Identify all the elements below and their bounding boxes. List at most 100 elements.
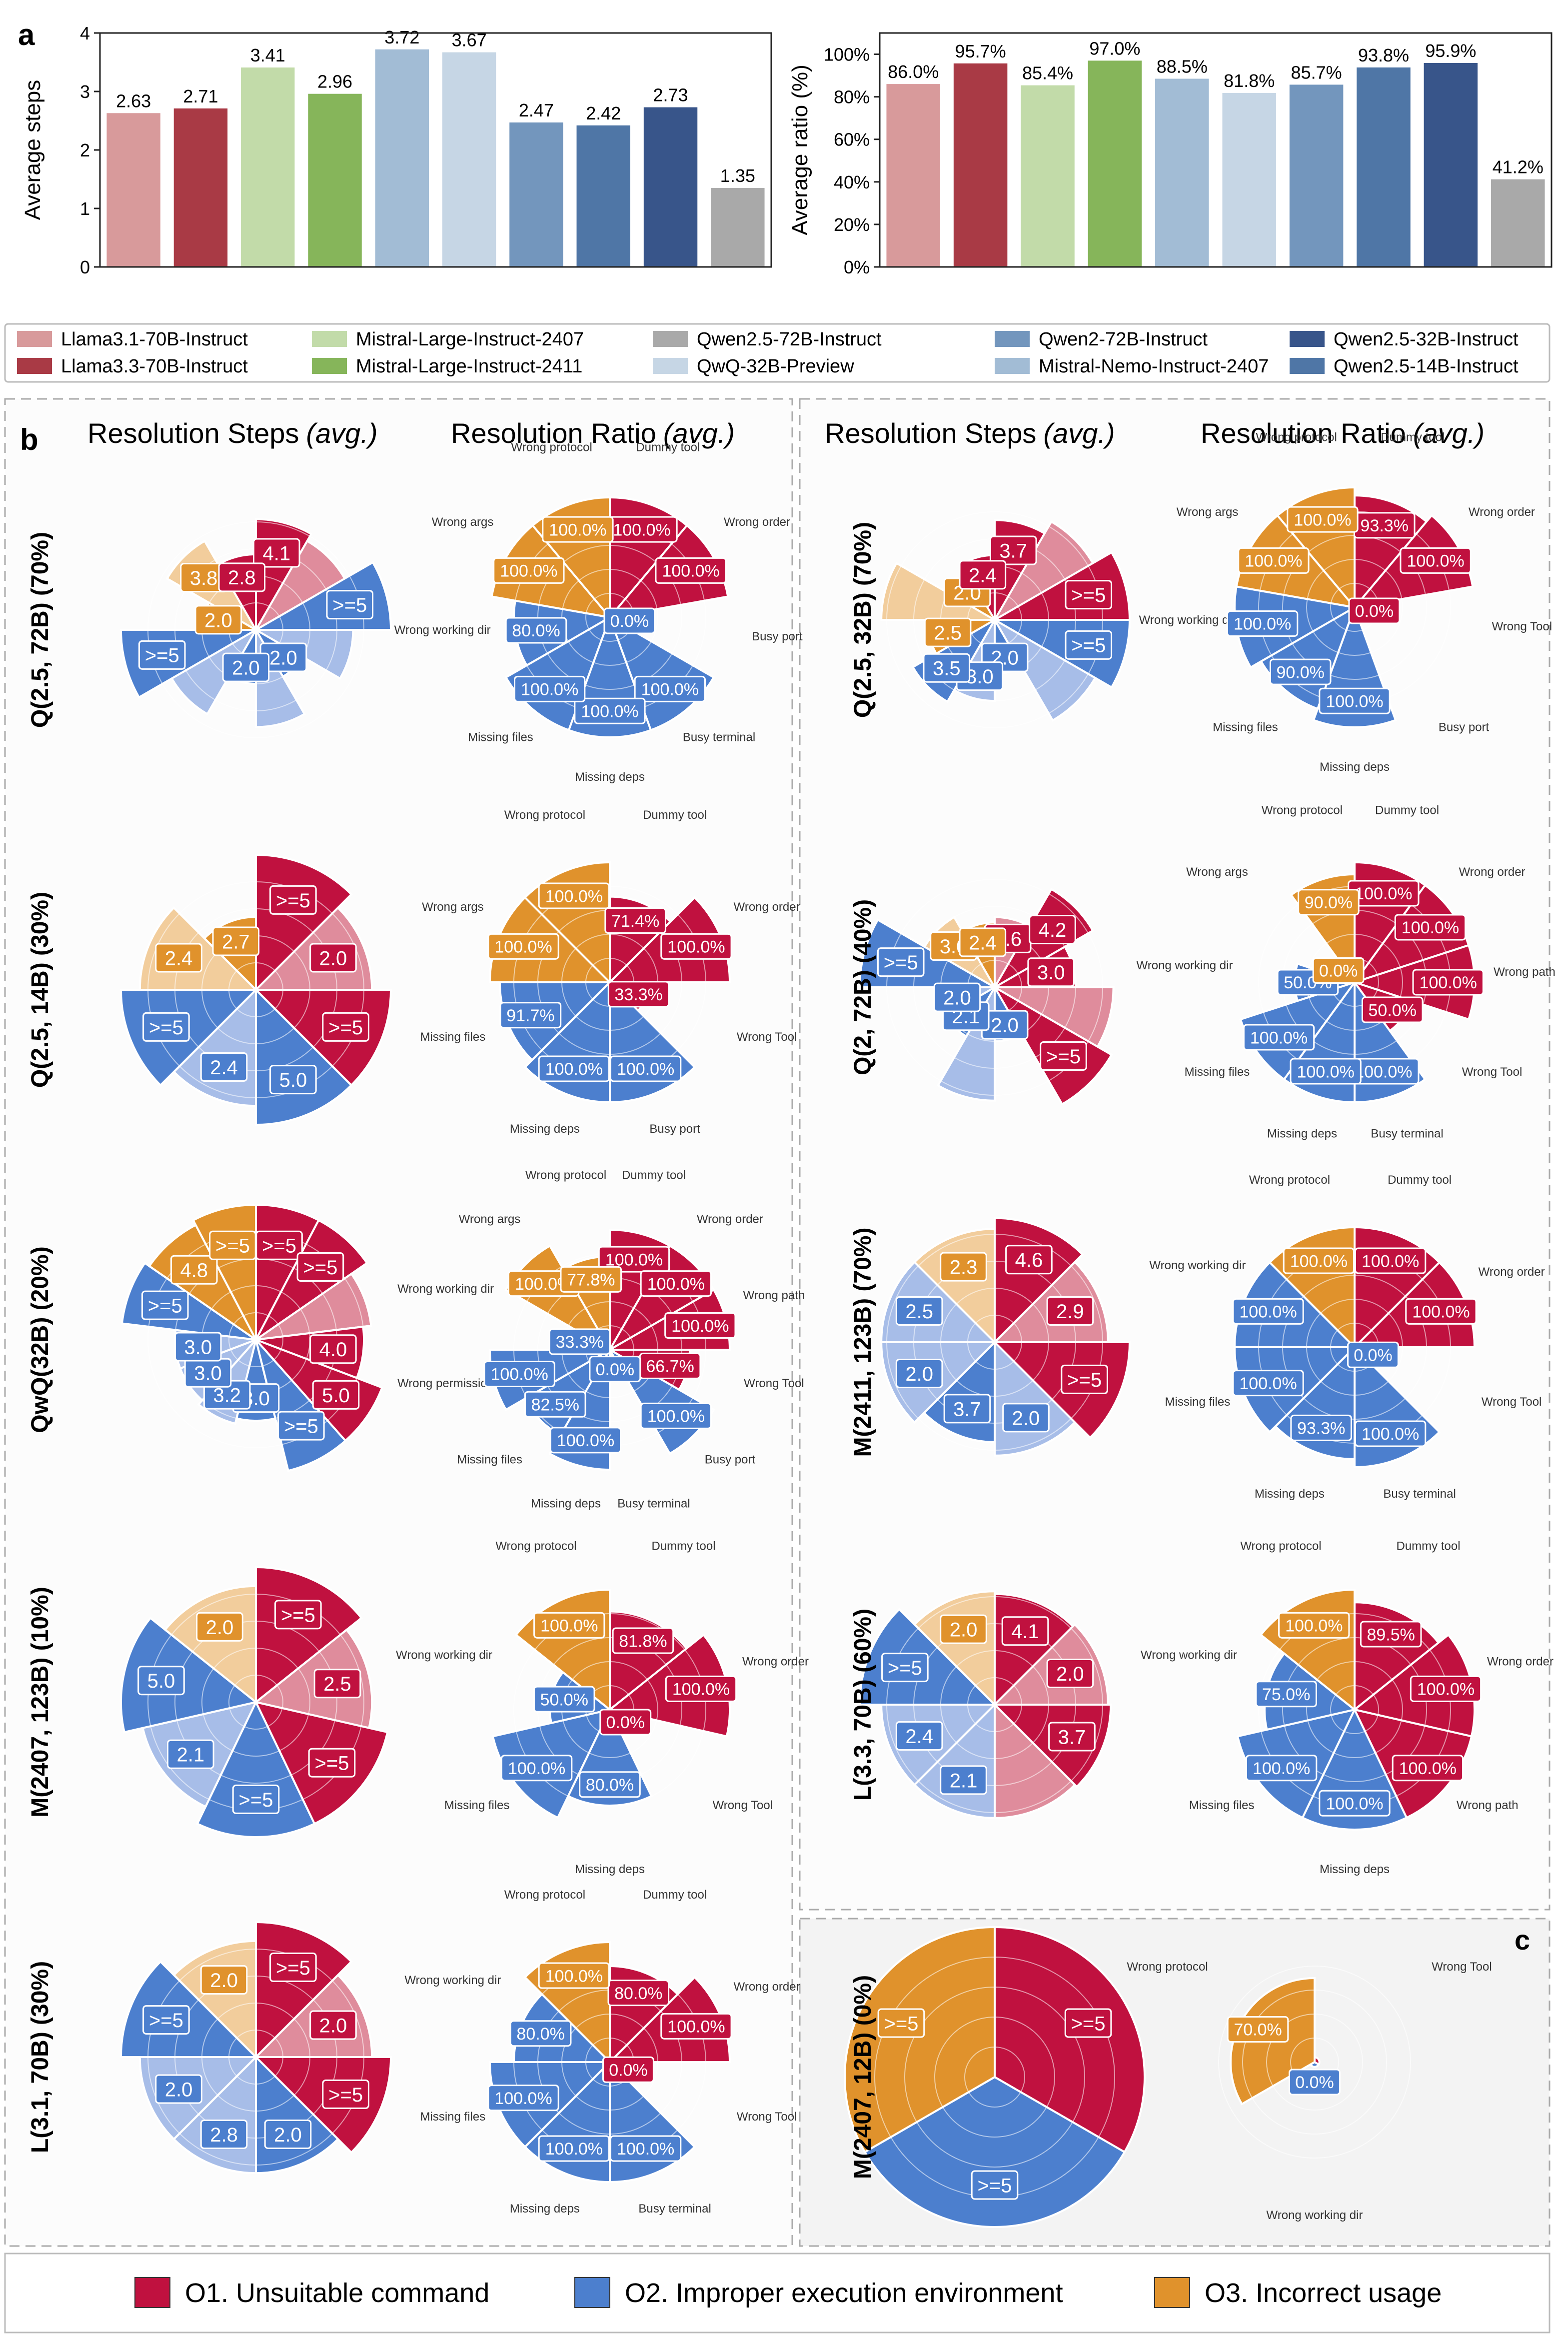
value-badge-text: 4.1: [1011, 1621, 1039, 1643]
value-badge-box: [313, 1669, 361, 1699]
value-badge-text: 2.1: [950, 1770, 978, 1792]
column-title-main: Resolution Steps: [87, 417, 299, 449]
category-label-line: Wrong protocol: [1262, 804, 1343, 817]
bar-Qwen2-72B-Instruct: [509, 122, 563, 267]
value-badge-box: [1361, 996, 1424, 1023]
steps-sector: [253, 539, 346, 633]
steps-grid-ring: [201, 2003, 310, 2112]
category-label: Missing deps: [510, 2202, 580, 2216]
bottom-legend-swatch: [574, 2277, 610, 2308]
value-badge-text: >=5: [276, 1957, 310, 1979]
value-badge: 80.0%: [505, 617, 567, 644]
legend-a-label: QwQ-32B-Preview: [697, 356, 854, 377]
value-badge: 100.0%: [1348, 880, 1420, 907]
value-badge: 2.5: [895, 1296, 943, 1326]
category-label-line: Wrong order: [734, 900, 800, 914]
value-badge: 90.0%: [1298, 889, 1360, 916]
value-badge-text: >=5: [888, 1657, 922, 1679]
category-label: Missing files: [1165, 1395, 1231, 1409]
value-badge-box: [1029, 915, 1076, 945]
value-badge: 100.0%: [660, 933, 732, 960]
y-tick-label: 100%: [824, 44, 870, 65]
value-badge-box: [1065, 580, 1113, 610]
category-label-line: Wrong protocol: [504, 808, 585, 822]
column-title-ratio: Resolution Ratio (avg.): [451, 417, 735, 449]
category-label-line: Wrong path: [1457, 1799, 1519, 1812]
value-badge: 89.5%: [1360, 1621, 1422, 1648]
category-label: Wrong order: [697, 1213, 763, 1226]
category-label: Dummy tool: [622, 1169, 686, 1182]
value-badge-text: 2.4: [969, 564, 997, 586]
category-label-line: Missing files: [1165, 1395, 1231, 1409]
value-badge-text: 75.0%: [1262, 1685, 1310, 1704]
y-tick-label: 4: [80, 23, 90, 43]
value-badge: 4.2: [1029, 915, 1076, 945]
value-badge-box: [1002, 1403, 1050, 1433]
value-badge-box: [322, 1012, 369, 1042]
row-label: M(2407, 123B) (10%): [27, 1587, 53, 1818]
category-label-line: Missing files: [468, 730, 533, 744]
legend-a-item: Qwen2.5-32B-Instruct: [1290, 329, 1519, 350]
legend-a-item: QwQ-32B-Preview: [653, 356, 854, 377]
steps-sector: [120, 1261, 257, 1341]
value-badge: 100.0%: [500, 1755, 573, 1782]
category-label-line: Missing files: [457, 1453, 522, 1466]
value-badge-box: [277, 1411, 325, 1441]
value-badge-box: [599, 1709, 652, 1736]
bar-value-label: 86.0%: [888, 61, 939, 82]
value-badge: 100.0%: [1238, 547, 1310, 574]
legend-a-item: Llama3.1-70B-Instruct: [17, 329, 248, 350]
value-badge: >=5: [1040, 1041, 1087, 1071]
value-badge-text: 2.0: [165, 2079, 193, 2101]
value-badge: 100.0%: [533, 1612, 605, 1639]
value-badge-text: 3.5: [933, 658, 961, 680]
value-badge-box: [1245, 1755, 1318, 1782]
value-badge-text: 2.0: [1012, 1407, 1040, 1429]
value-badge: 2.5: [313, 1669, 361, 1699]
category-label-line: Wrong working dir: [404, 1974, 501, 1987]
steps-polar-0: 4.1 >=5 2.0 2.0 >=5 2.0 3.8 2.8 Q(2.5, 72B) (70%…: [27, 518, 392, 738]
value-badge-text: 100.0%: [647, 1407, 705, 1426]
ratio-grid-ring: [1282, 1275, 1427, 1420]
legend-a-label: Mistral-Nemo-Instruct-2407: [1039, 356, 1269, 377]
category-label-line: Wrong Tool: [713, 1799, 773, 1812]
category-label-line: Wrong order: [742, 1655, 809, 1668]
bar-Qwen2.5-32B-Instruct: [1357, 67, 1411, 267]
value-badge: 2.5: [924, 617, 972, 647]
legend-a-label: Llama3.1-70B-Instruct: [61, 329, 248, 350]
bar-Mistral-Nemo-Instruct-2407: [1491, 179, 1545, 267]
value-badge-text: 100.0%: [545, 2140, 603, 2159]
bar-Qwen2.5-14B-Instruct: [375, 49, 429, 267]
bar-value-label: 85.7%: [1291, 62, 1342, 82]
value-badge-box: [1040, 1041, 1087, 1071]
value-badge-box: [603, 607, 656, 634]
value-badge: 100.0%: [1319, 1790, 1391, 1817]
y-tick-label: 0: [80, 257, 90, 277]
value-badge-text: 0.0%: [1354, 1346, 1393, 1365]
value-badge-box: [1319, 687, 1391, 714]
value-badge-text: 100.0%: [549, 520, 606, 539]
value-badge-text: 93.3%: [1361, 516, 1409, 535]
value-badge: >=5: [881, 1653, 929, 1683]
value-badge-box: [1001, 1616, 1049, 1646]
y-tick-label: 20%: [834, 214, 870, 235]
value-badge-box: [602, 2056, 654, 2083]
value-badge: 2.0: [895, 1358, 943, 1388]
value-badge-box: [141, 1290, 189, 1320]
category-label: Busy port: [649, 1122, 700, 1136]
value-badge: 100.0%: [1226, 610, 1299, 637]
steps-sector: [994, 1926, 1146, 2154]
value-badge-box: [1290, 1058, 1362, 1085]
value-badge-text: 3.0: [966, 666, 994, 688]
column-title-avg: (avg.): [663, 417, 735, 449]
value-badge-box: [940, 1614, 987, 1644]
value-badge-box: [1290, 1414, 1352, 1441]
value-badge-text: >=5: [315, 1753, 349, 1775]
value-badge-text: 0.0%: [609, 2061, 648, 2080]
category-label: Wrong args: [1177, 505, 1239, 519]
value-badge-text: >=5: [149, 2010, 183, 2032]
value-badge-box: [989, 535, 1037, 565]
value-badge-box: [252, 538, 300, 568]
value-badge-text: 2.5: [905, 1301, 933, 1323]
